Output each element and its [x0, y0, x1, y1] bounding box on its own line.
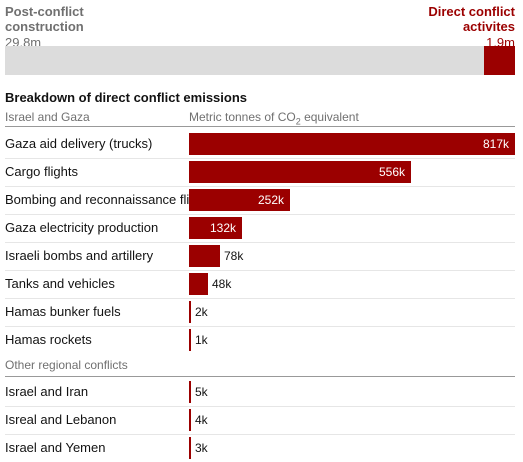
bar — [189, 381, 191, 403]
bar — [189, 133, 515, 155]
summary-panel: Post-conflict construction 29.8m Direct … — [5, 0, 515, 80]
bar — [189, 301, 191, 323]
bar-label: Cargo flights — [5, 164, 78, 179]
bar-label: Hamas rockets — [5, 332, 92, 347]
bar-row: Israel and Yemen 3k — [5, 434, 515, 462]
bar-label: Gaza aid delivery (trucks) — [5, 136, 153, 151]
stacked-bar — [5, 46, 515, 75]
row-divider — [5, 434, 515, 435]
bar — [189, 189, 290, 211]
direct-conflict-segment — [484, 46, 515, 75]
row-divider — [5, 298, 515, 299]
summary-left: Post-conflict construction 29.8m — [5, 4, 115, 50]
bar — [189, 329, 191, 351]
bar — [189, 273, 208, 295]
bar-value-label: 817k — [483, 137, 510, 151]
bar-value-label: 5k — [195, 385, 208, 399]
row-divider — [5, 270, 515, 271]
bar-label: Hamas bunker fuels — [5, 304, 121, 319]
bar-row: Gaza aid delivery (trucks) 817k — [5, 130, 515, 159]
direct-conflict-label: Direct conflict activites — [428, 4, 515, 34]
row-divider — [5, 186, 515, 187]
bar-value-label: 3k — [195, 441, 208, 455]
bar-row: Israel and Iran 5k — [5, 378, 515, 407]
row-divider — [5, 214, 515, 215]
bar-row: Isreal and Lebanon 4k — [5, 406, 515, 435]
bar-value-label: 132k — [210, 221, 237, 235]
row-divider — [5, 158, 515, 159]
row-divider — [5, 406, 515, 407]
bar — [189, 161, 411, 183]
bar-label: Israel and Yemen — [5, 440, 106, 455]
bar-label: Israel and Iran — [5, 384, 89, 399]
row-divider — [5, 326, 515, 327]
bar-row: Hamas rockets 1k — [5, 326, 515, 354]
bar-row: Gaza electricity production 132k — [5, 214, 515, 243]
bar-label: Bombing and reconnaissance flights — [5, 192, 214, 207]
bar-label: Gaza electricity production — [5, 220, 159, 235]
summary-right: Direct conflict activites 1.9m — [425, 4, 515, 50]
bar-row: Hamas bunker fuels 2k — [5, 298, 515, 327]
group-header-other-conflicts: Other regional conflicts — [5, 358, 128, 372]
bar — [189, 409, 191, 431]
bar-row: Tanks and vehicles 48k — [5, 270, 515, 299]
unit-suffix: equivalent — [300, 110, 359, 124]
bar-value-label: 78k — [224, 249, 244, 263]
bar — [189, 245, 220, 267]
unit-subscript: 2 — [295, 116, 301, 127]
bar-value-label: 556k — [379, 165, 406, 179]
bar-value-label: 1k — [195, 333, 208, 347]
unit-header: Metric tonnes of CO2 equivalent — [189, 110, 359, 126]
subheader-divider — [5, 376, 515, 377]
bar-label: Israeli bombs and artillery — [5, 248, 154, 263]
bar-value-label: 4k — [195, 413, 208, 427]
post-conflict-segment — [5, 46, 484, 75]
bar-value-label: 252k — [258, 193, 285, 207]
bar-row: Cargo flights 556k — [5, 158, 515, 187]
bar — [189, 217, 242, 239]
bar-row: Bombing and reconnaissance flights 252k — [5, 186, 515, 215]
row-divider — [5, 242, 515, 243]
bar-label: Isreal and Lebanon — [5, 412, 117, 427]
header-divider — [5, 126, 515, 127]
bar-label: Tanks and vehicles — [5, 276, 115, 291]
bar-value-label: 2k — [195, 305, 208, 319]
bar-row: Israeli bombs and artillery 78k — [5, 242, 515, 271]
bar — [189, 437, 191, 459]
bar-value-label: 48k — [212, 277, 232, 291]
unit-prefix: Metric tonnes of CO — [189, 110, 296, 124]
post-conflict-label: Post-conflict construction — [5, 4, 84, 34]
group-header-israel-gaza: Israel and Gaza — [5, 110, 90, 124]
breakdown-title: Breakdown of direct conflict emissions — [5, 90, 247, 105]
